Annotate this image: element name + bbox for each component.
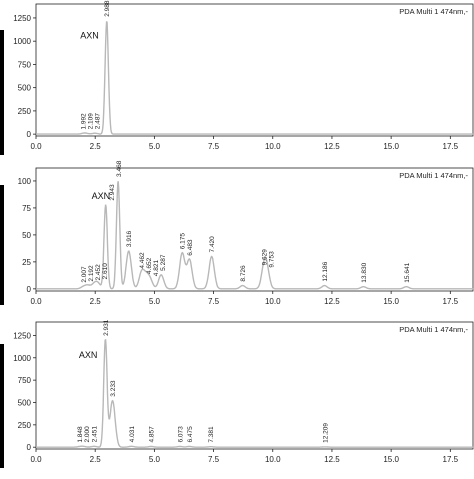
- y-tick-label: 750: [18, 376, 32, 385]
- x-tick-label: 10.0: [265, 142, 281, 151]
- peak-label: 6.175: [180, 233, 187, 250]
- peak-label: 2.988: [104, 0, 111, 17]
- peak-label: 4.821: [153, 260, 160, 277]
- peak-label: 2.610: [102, 263, 109, 280]
- peak-label: 2.109: [88, 113, 95, 130]
- x-tick-label: 2.5: [90, 455, 102, 464]
- y-tick-label: 1250: [13, 331, 31, 340]
- plot-frame: [35, 321, 474, 450]
- peak-label: 12.209: [323, 423, 330, 443]
- plot-frame: [35, 3, 474, 137]
- x-tick-label: 12.5: [324, 455, 340, 464]
- peak-label: 8.726: [240, 265, 247, 282]
- peak-label: 1.848: [77, 426, 84, 443]
- y-tick-label: 1000: [13, 354, 31, 363]
- peak-label: 2.451: [92, 426, 99, 443]
- peak-label: 7.381: [208, 426, 215, 443]
- peak-label: 1.992: [81, 113, 88, 130]
- y-tick-label: 250: [18, 107, 32, 116]
- x-tick-label: 5.0: [149, 142, 161, 151]
- peak-label: 4.652: [146, 257, 153, 274]
- x-tick-label: 15.0: [383, 142, 399, 151]
- chromatogram-trace: [36, 339, 474, 448]
- chromatogram-trace: [36, 21, 474, 135]
- x-tick-label: 12.5: [324, 297, 340, 306]
- y-tick-label: 750: [18, 60, 32, 69]
- x-tick-label: 10.0: [265, 455, 281, 464]
- peak-label: 6.483: [187, 239, 194, 256]
- peak-label: 5.287: [160, 254, 167, 271]
- peak-label: 4.857: [148, 426, 155, 443]
- legend-label: PDA Multi 1 474nm,-: [399, 325, 468, 334]
- x-tick-label: 17.5: [443, 455, 459, 464]
- peak-label: 2.192: [88, 265, 95, 282]
- x-tick-label: 17.5: [443, 142, 459, 151]
- y-tick-label: 500: [18, 84, 32, 93]
- side-bar-bottom: [0, 344, 4, 468]
- x-tick-label: 10.0: [265, 297, 281, 306]
- peak-label: 12.186: [322, 261, 329, 281]
- x-tick-label: 0.0: [30, 297, 42, 306]
- peak-label: 13.830: [361, 262, 368, 282]
- side-bar-middle: [0, 185, 4, 305]
- peak-label: 6.475: [187, 426, 194, 443]
- side-bar-top: [0, 30, 4, 155]
- plot-frame: [35, 167, 474, 292]
- x-tick-label: 0.0: [30, 142, 42, 151]
- y-tick-label: 1250: [13, 14, 31, 23]
- compound-label: AXN: [80, 31, 99, 41]
- y-tick-label: 75: [22, 204, 31, 213]
- x-tick-label: 5.0: [149, 455, 161, 464]
- y-tick-label: 100: [18, 177, 32, 186]
- peak-label: 6.073: [177, 426, 184, 443]
- x-tick-label: 15.0: [383, 455, 399, 464]
- peak-label: 4.031: [129, 426, 136, 443]
- y-tick-label: 0: [27, 443, 32, 452]
- y-tick-label: 0: [27, 285, 32, 294]
- peak-label: 3.233: [110, 380, 117, 397]
- peak-label: 3.468: [116, 160, 123, 177]
- y-tick-label: 50: [22, 231, 31, 240]
- chromatogram-panel-1: 0 250 500 750 1000 1250 0.0 2.5 5.0 7.5 10.0 12.5 15…: [13, 0, 474, 151]
- x-tick-label: 7.5: [208, 297, 220, 306]
- x-tick-label: 5.0: [149, 297, 161, 306]
- chromatogram-panel-2: 0 25 50 75 100 0.0 2.5 5.0 7.5 10.0 12.5 15.0 17.5 PD…: [18, 160, 474, 306]
- x-tick-label: 0.0: [30, 455, 42, 464]
- x-tick-label: 17.5: [443, 297, 459, 306]
- peak-label: 9.629: [261, 249, 268, 266]
- peak-label: 7.420: [209, 236, 216, 253]
- y-tick-label: 1000: [13, 37, 31, 46]
- peak-label: 2.000: [84, 426, 91, 443]
- y-tick-label: 250: [18, 421, 32, 430]
- y-tick-label: 25: [22, 258, 31, 267]
- x-tick-label: 12.5: [324, 142, 340, 151]
- peak-label: 4.462: [139, 252, 146, 269]
- legend-label: PDA Multi 1 474nm,-: [399, 171, 468, 180]
- compound-label: AXN: [79, 350, 98, 360]
- peak-label: 9.753: [268, 251, 275, 268]
- peak-label: 2.487: [95, 113, 102, 130]
- peak-label: 2.943: [109, 184, 116, 201]
- x-tick-label: 2.5: [90, 142, 102, 151]
- x-tick-label: 7.5: [208, 142, 220, 151]
- y-tick-label: 0: [27, 130, 32, 139]
- x-tick-label: 7.5: [208, 455, 220, 464]
- peak-label: 15.641: [404, 262, 411, 282]
- peak-label: 2.931: [103, 319, 110, 336]
- compound-label: AXN: [92, 191, 111, 201]
- y-tick-label: 500: [18, 398, 32, 407]
- x-tick-label: 2.5: [90, 297, 102, 306]
- peak-label: 2.007: [81, 266, 88, 283]
- x-tick-label: 15.0: [383, 297, 399, 306]
- peak-label: 2.452: [95, 264, 102, 281]
- legend-label: PDA Multi 1 474nm,-: [399, 7, 468, 16]
- chromatogram-panel-3: 0 250 500 750 1000 1250 0.0 2.5 5.0 7.5 10.0 12.5 15…: [13, 319, 474, 464]
- chromatogram-trace: [36, 181, 474, 290]
- peak-label: 3.916: [126, 230, 133, 247]
